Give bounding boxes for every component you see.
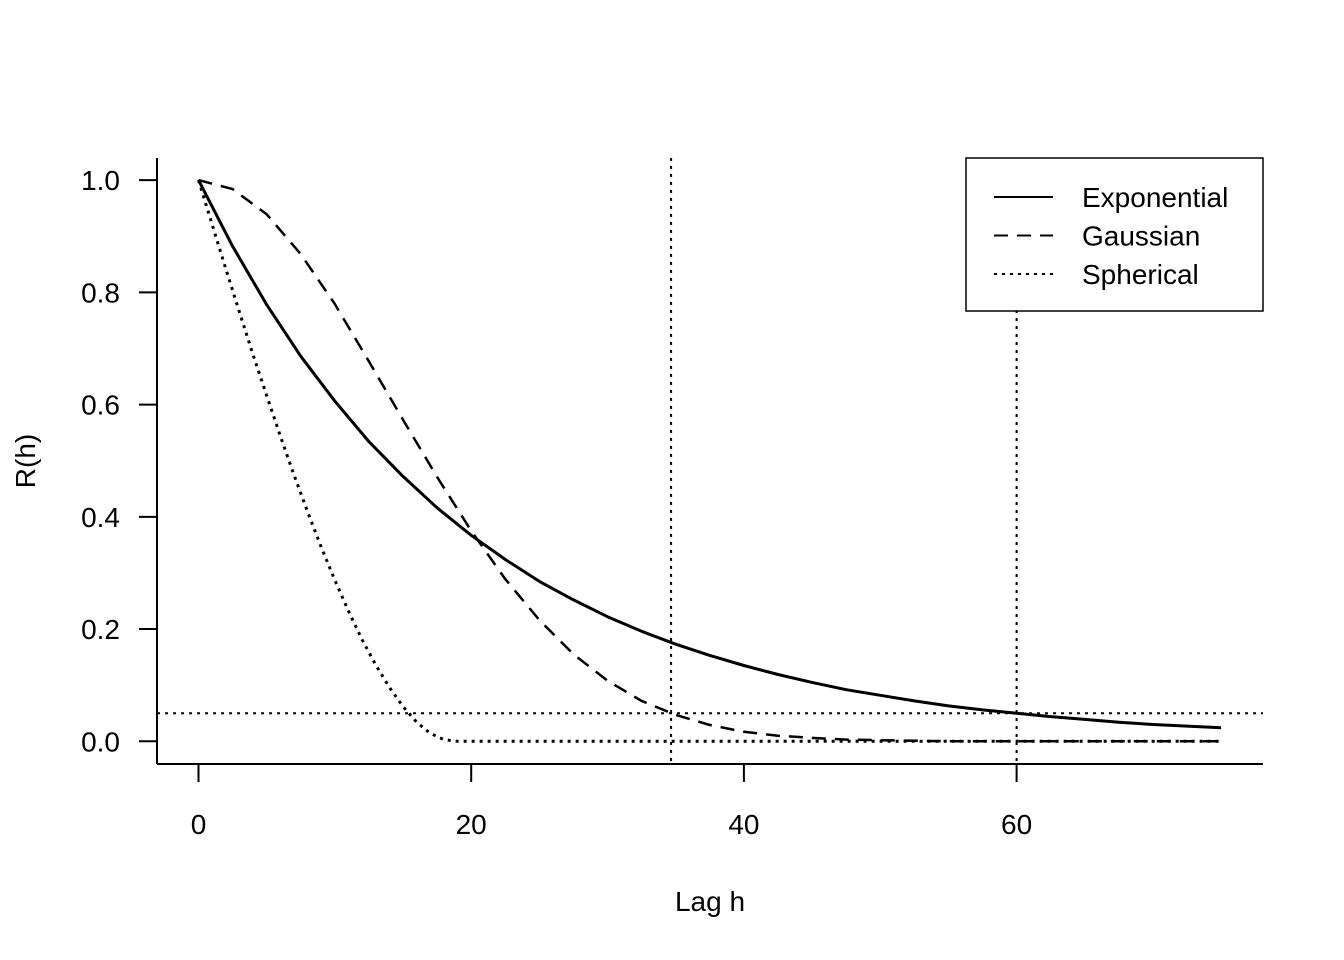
series-line-exponential xyxy=(197,179,1222,730)
legend-label-gaussian: Gaussian xyxy=(1082,221,1200,252)
x-axis-ticks: 0 20 40 60 xyxy=(191,764,1032,840)
y-axis-ticks: 0.0 0.2 0.4 0.6 0.8 1.0 xyxy=(81,165,157,757)
y-tick-label: 1.0 xyxy=(81,165,120,196)
data-series xyxy=(197,178,1222,743)
series-line-spherical xyxy=(197,179,1222,743)
y-tick-label: 0.2 xyxy=(81,614,120,645)
y-tick-label: 0.6 xyxy=(81,390,120,421)
y-axis-title: R(h) xyxy=(10,434,41,488)
legend: Exponential Gaussian Spherical xyxy=(965,157,1264,312)
x-tick-label: 60 xyxy=(1001,809,1032,840)
x-tick-label: 20 xyxy=(456,809,487,840)
y-tick-label: 0.4 xyxy=(81,502,120,533)
reference-lines xyxy=(157,158,1263,764)
x-axis-title: Lag h xyxy=(675,886,745,917)
legend-label-exponential: Exponential xyxy=(1082,182,1228,213)
x-tick-label: 40 xyxy=(728,809,759,840)
legend-box xyxy=(965,157,1264,312)
legend-label-spherical: Spherical xyxy=(1082,259,1199,290)
x-tick-label: 0 xyxy=(191,809,207,840)
y-tick-label: 0.8 xyxy=(81,277,120,308)
y-tick-label: 0.0 xyxy=(81,726,120,757)
